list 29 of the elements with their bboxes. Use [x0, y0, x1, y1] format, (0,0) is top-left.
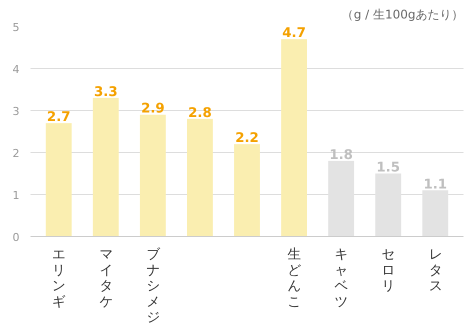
- x-tick-label: セロリ: [382, 248, 395, 294]
- bar: [186, 118, 213, 236]
- bar: [281, 39, 308, 236]
- y-tick-label: 1: [12, 189, 20, 202]
- x-tick-label: レタス: [428, 248, 442, 294]
- x-tick-label: 生どんこ: [288, 248, 301, 310]
- data-label: 1.1: [423, 177, 448, 192]
- y-tick-label: 0: [12, 231, 20, 244]
- y-tick-label: 4: [12, 63, 20, 76]
- data-label: 2.9: [141, 102, 165, 117]
- data-label: 1.8: [329, 148, 353, 163]
- bar: [234, 144, 260, 236]
- data-label: 4.7: [282, 26, 306, 42]
- data-label: 1.5: [376, 160, 400, 176]
- y-tick-label: 2: [12, 147, 20, 160]
- x-tick-label: ブナシメジ: [146, 248, 160, 326]
- text: （g / 生100gあたり）: [342, 8, 464, 22]
- data-label: 2.7: [46, 110, 71, 126]
- x-tick-label: キャベツ: [334, 248, 348, 310]
- y-tick-label: 5: [12, 21, 20, 34]
- data-label: 2.2: [235, 131, 259, 146]
- bar: [140, 114, 166, 236]
- bar: [92, 98, 119, 236]
- bar: [46, 123, 72, 236]
- y-tick-label: 3: [12, 105, 20, 118]
- data-label: 3.3: [94, 84, 118, 100]
- data-label: 2.8: [188, 106, 212, 121]
- x-tick-label: マイタケ: [99, 248, 112, 310]
- x-tick-label: エリンギ: [52, 248, 66, 310]
